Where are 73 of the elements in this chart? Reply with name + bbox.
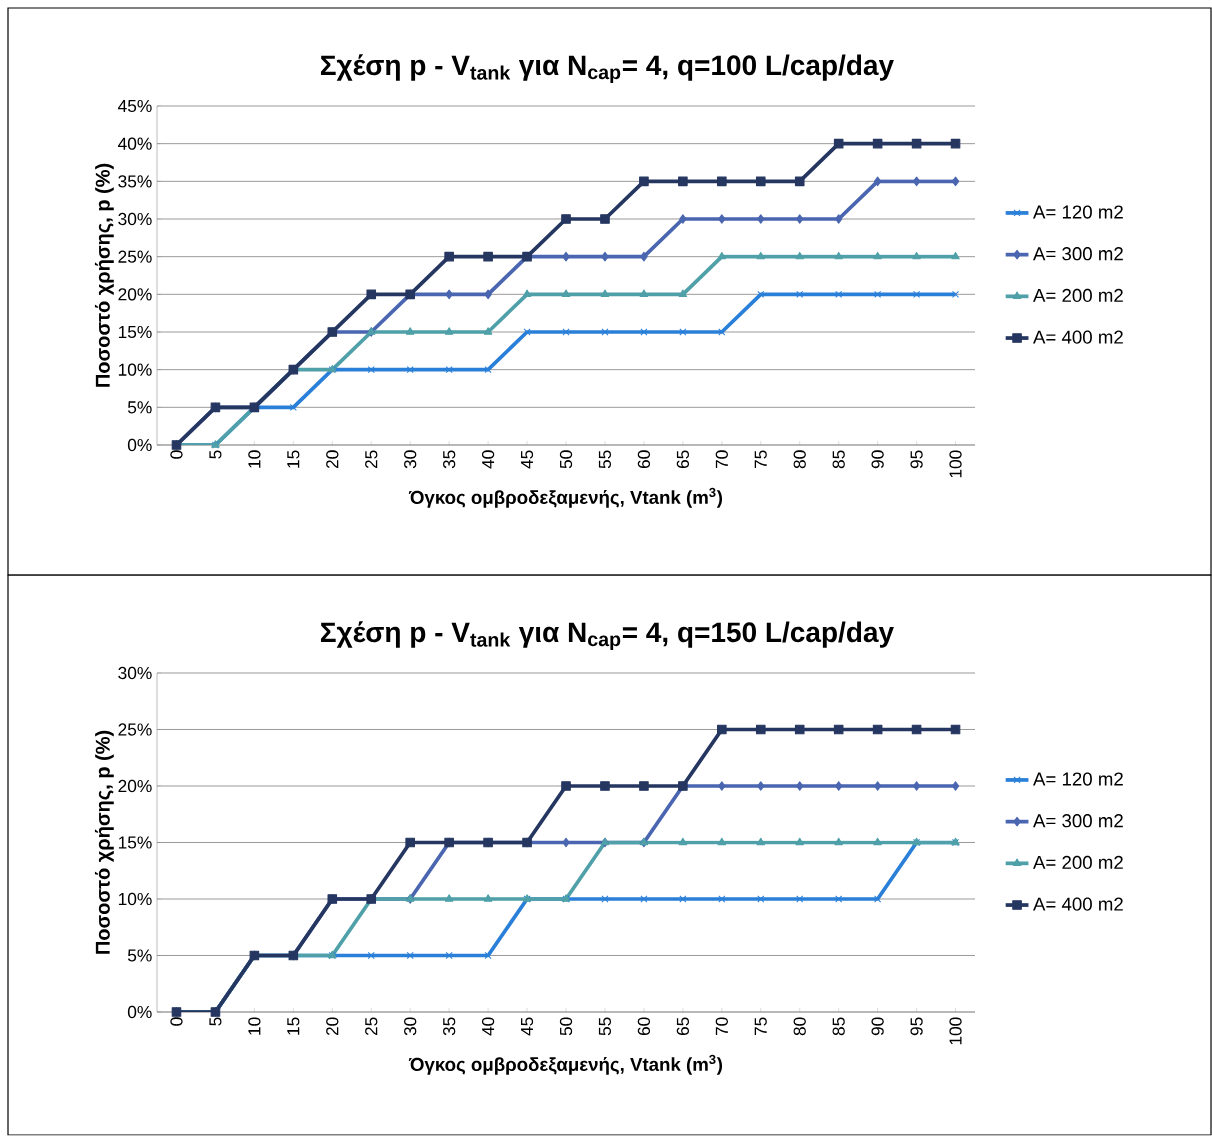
x-tick-label: 10 (248, 450, 261, 468)
y-tick-label: 20% (118, 288, 152, 301)
x-tick-label: 90 (871, 450, 884, 469)
x-tick-label: 30 (404, 1017, 417, 1036)
x-tick-label: 55 (598, 1017, 612, 1036)
chart-title: Σχέση p - V$_{tank}$ για N$_{cap}$= 4, q=150 L/cap/day (320, 621, 894, 651)
x-tick-label: 65 (676, 1017, 689, 1036)
x-tick-label: 45 (521, 1017, 534, 1036)
x-tick-label: 55 (598, 450, 612, 469)
x-tick-label: 100 (949, 450, 962, 478)
y-tick-label: 5% (127, 401, 152, 414)
x-axis-title: Όγκος ομβροδεξαμενής, Vtank (m$^{3}$) (408, 487, 723, 508)
x-tick-label: 0 (170, 1017, 183, 1026)
y-tick-label: 15% (118, 836, 152, 849)
y-tick-label: 0% (127, 1006, 152, 1019)
x-tick-label: 15 (287, 450, 300, 468)
x-tick-label: 95 (910, 450, 923, 469)
y-tick-label: 10% (118, 893, 152, 906)
y-tick-label: 25% (118, 250, 152, 263)
y-tick-label: 15% (118, 326, 152, 339)
x-tick-label: 0 (170, 450, 183, 459)
y-axis-title: Ποσοστό χρήσης, p (%) (94, 164, 114, 388)
y-tick-label: 35% (118, 175, 152, 188)
x-tick-label: 65 (676, 450, 689, 469)
legend-label: A= 400 m2 (1033, 330, 1123, 344)
x-tick-label: 60 (637, 1017, 651, 1036)
x-tick-label: 75 (754, 1017, 767, 1036)
y-tick-label: 20% (118, 780, 152, 793)
x-tick-label: 15 (287, 1017, 300, 1035)
chart-title: Σχέση p - V$_{tank}$ για N$_{cap}$= 4, q=100 L/cap/day (320, 54, 894, 84)
x-tick-label: 95 (910, 1017, 923, 1036)
y-tick-label: 25% (118, 723, 152, 736)
y-tick-label: 10% (118, 363, 152, 376)
y-tick-label: 5% (127, 949, 152, 962)
legend-label: A= 200 m2 (1033, 289, 1123, 303)
x-tick-label: 10 (248, 1017, 261, 1035)
x-tick-label: 30 (404, 450, 417, 469)
legend-label: A= 400 m2 (1033, 897, 1123, 911)
y-tick-label: 30% (118, 667, 152, 680)
x-tick-label: 40 (481, 450, 495, 469)
y-tick-label: 30% (118, 213, 152, 226)
x-tick-label: 50 (559, 450, 573, 469)
x-tick-label: 50 (559, 1017, 573, 1036)
legend-label: A= 120 m2 (1033, 772, 1123, 786)
y-axis-title: Ποσοστό χρήσης, p (%) (94, 731, 114, 955)
x-tick-label: 35 (443, 1017, 456, 1036)
x-tick-label: 20 (326, 450, 339, 469)
y-tick-label: 45% (118, 100, 152, 113)
x-tick-label: 40 (481, 1017, 495, 1036)
y-tick-label: 0% (127, 439, 152, 452)
x-tick-label: 90 (871, 1017, 884, 1036)
x-tick-label: 75 (754, 450, 767, 469)
x-tick-label: 70 (715, 1017, 728, 1036)
legend-label: A= 120 m2 (1033, 205, 1123, 219)
x-tick-label: 80 (793, 450, 806, 469)
x-tick-label: 20 (326, 1017, 339, 1036)
x-tick-label: 85 (832, 1017, 845, 1036)
x-axis-title: Όγκος ομβροδεξαμενής, Vtank (m$^{3}$) (408, 1054, 723, 1075)
legend-label: A= 200 m2 (1033, 856, 1123, 870)
x-tick-label: 100 (949, 1017, 962, 1045)
legend-label: A= 300 m2 (1033, 814, 1123, 828)
x-tick-label: 35 (443, 450, 456, 469)
x-tick-label: 25 (365, 1017, 378, 1036)
x-tick-label: 85 (832, 450, 845, 469)
x-tick-label: 5 (209, 1017, 222, 1026)
x-tick-label: 45 (521, 450, 534, 469)
x-tick-label: 60 (637, 450, 651, 469)
x-tick-label: 80 (793, 1017, 806, 1036)
legend-label: A= 300 m2 (1033, 247, 1123, 261)
x-tick-label: 5 (209, 450, 222, 459)
x-tick-label: 25 (365, 450, 378, 469)
y-tick-label: 40% (118, 137, 152, 150)
x-tick-label: 70 (715, 450, 728, 469)
